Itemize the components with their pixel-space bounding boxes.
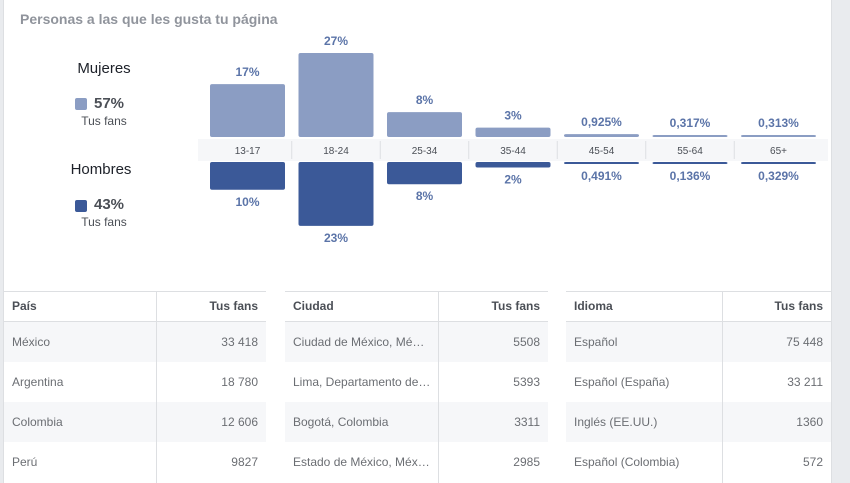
men-data-label: 23%	[324, 231, 348, 245]
women-bar	[564, 134, 639, 137]
column-divider	[156, 292, 157, 483]
city-fans: 5508	[513, 335, 540, 349]
language-fans: 1360	[796, 415, 823, 429]
men-data-label: 8%	[416, 189, 434, 203]
legend-men-pct: 43%	[94, 196, 125, 213]
legend-men-label: Hombres	[70, 161, 132, 178]
language-fans: 33 211	[787, 375, 823, 389]
fans-panel: Personas a las que les gusta tu página M…	[3, 0, 832, 483]
women-data-label: 27%	[324, 34, 348, 48]
city-fans: 2985	[513, 455, 540, 469]
men-data-label: 2%	[504, 173, 522, 187]
women-bar	[741, 135, 816, 137]
language-col-header[interactable]: Idioma	[574, 299, 613, 313]
city-col-header[interactable]: Ciudad	[293, 299, 334, 313]
age-tick-label: 65+	[770, 146, 787, 157]
men-data-label: 0,136%	[670, 169, 711, 183]
table-row[interactable]: Perú 9827	[4, 442, 266, 482]
men-bar	[564, 162, 639, 164]
city-name: Estado de México, Méx…	[293, 455, 430, 469]
legend-women-label: Mujeres	[77, 60, 131, 77]
age-tick-label: 55-64	[677, 146, 703, 157]
age-gender-chart: 17% 10% 13-17 27% 23% 18-24 8% 8% 25-34 3% 2% 35-44…	[210, 34, 816, 245]
women-bar	[298, 53, 374, 137]
women-data-label: 0,317%	[670, 116, 711, 130]
men-bar	[652, 162, 728, 164]
country-fans: 33 418	[221, 335, 258, 349]
panel-title: Personas a las que les gusta tu página	[20, 11, 278, 27]
age-tick-label: 18-24	[323, 146, 349, 157]
women-data-label: 0,925%	[581, 115, 622, 129]
city-name: Lima, Departamento de…	[293, 375, 431, 389]
table-row[interactable]: Inglés (EE.UU.) 1360	[566, 402, 831, 442]
language-fans: 572	[802, 455, 823, 469]
men-data-label: 0,329%	[758, 169, 799, 183]
men-data-label: 10%	[235, 195, 259, 209]
table-row[interactable]: Español (España) 33 211	[566, 362, 831, 402]
country-name: Colombia	[12, 415, 63, 429]
language-name: Español (Colombia)	[574, 455, 680, 469]
women-data-label: 8%	[416, 93, 434, 107]
column-divider	[438, 292, 439, 483]
women-bar	[652, 135, 728, 137]
table-row[interactable]: Bogotá, Colombia 3311	[285, 402, 548, 442]
header-divider	[4, 321, 266, 322]
header-divider	[285, 321, 548, 322]
men-data-label: 0,491%	[581, 169, 622, 183]
men-bar	[210, 162, 285, 190]
language-name: Español	[574, 335, 618, 349]
table-row[interactable]: Lima, Departamento de… 5393	[285, 362, 548, 402]
age-tick-label: 35-44	[500, 146, 526, 157]
men-bar	[741, 162, 816, 164]
city-name: Bogotá, Colombia	[293, 415, 389, 429]
women-data-label: 17%	[235, 65, 259, 79]
women-bar	[387, 112, 462, 137]
country-col-header[interactable]: País	[12, 299, 37, 313]
table-row[interactable]: Colombia 12 606	[4, 402, 266, 442]
women-bar	[210, 84, 285, 137]
legend-men-swatch	[75, 200, 87, 212]
age-tick-label: 25-34	[412, 146, 438, 157]
city-table: Ciudad Tus fans Ciudad de México, Mé… 55…	[285, 291, 548, 483]
table-row[interactable]: Español 75 448	[566, 322, 831, 362]
age-axis-band	[198, 139, 828, 161]
country-fans: 18 780	[221, 375, 258, 389]
header-divider	[566, 321, 831, 322]
country-name: Perú	[12, 455, 38, 469]
language-name: Inglés (EE.UU.)	[574, 415, 658, 429]
table-row[interactable]: Argentina 18 780	[4, 362, 266, 402]
country-fans: 12 606	[221, 415, 258, 429]
legend-men-sub: Tus fans	[81, 215, 127, 229]
city-fans: 5393	[513, 375, 540, 389]
language-fans-header[interactable]: Tus fans	[774, 299, 823, 313]
age-tick-label: 13-17	[235, 146, 261, 157]
legend-women-swatch	[75, 98, 87, 110]
language-name: Español (España)	[574, 375, 670, 389]
legend-women-sub: Tus fans	[81, 114, 127, 128]
language-table: Idioma Tus fans Español 75 448 Español (…	[566, 291, 831, 483]
country-fans-header[interactable]: Tus fans	[209, 299, 258, 313]
table-row[interactable]: Español (Colombia) 572	[566, 442, 831, 482]
country-name: México	[12, 335, 51, 349]
table-row[interactable]: México 33 418	[4, 322, 266, 362]
legend-women-pct: 57%	[94, 95, 125, 112]
column-divider	[722, 292, 723, 483]
country-fans: 9827	[231, 455, 258, 469]
city-fans: 3311	[514, 415, 540, 429]
table-row[interactable]: Estado de México, Méx… 2985	[285, 442, 548, 482]
men-bar	[475, 162, 551, 168]
table-row[interactable]: Ciudad de México, Mé… 5508	[285, 322, 548, 362]
women-data-label: 0,313%	[758, 116, 799, 130]
women-data-label: 3%	[504, 109, 522, 123]
age-tick-label: 45-54	[589, 146, 615, 157]
men-bar	[387, 162, 462, 185]
women-bar	[475, 127, 551, 137]
country-table: País Tus fans México 33 418 Argentina 18…	[4, 291, 266, 483]
city-fans-header[interactable]: Tus fans	[491, 299, 540, 313]
language-fans: 75 448	[786, 335, 823, 349]
city-name: Ciudad de México, Mé…	[293, 335, 425, 349]
country-name: Argentina	[12, 375, 64, 389]
men-bar	[298, 162, 374, 226]
